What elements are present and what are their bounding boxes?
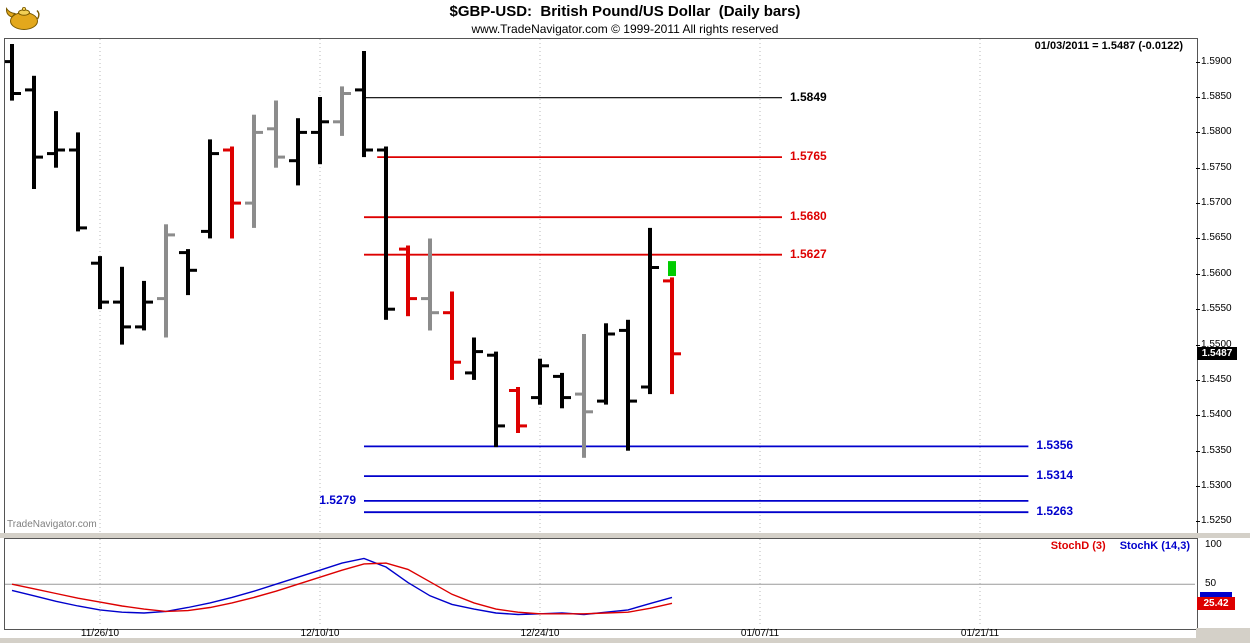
ohlc-bar[interactable] xyxy=(157,224,175,338)
stochk-legend-label: StochK (14,3) xyxy=(1119,540,1190,552)
date-axis-label: 01/21/11 xyxy=(960,628,1000,639)
price-axis-label: 1.5550 xyxy=(1201,303,1232,315)
last-price-axis-box: 1.5487 xyxy=(1197,346,1237,360)
price-axis-label: 1.5400 xyxy=(1201,409,1232,421)
tradenavigator-logo xyxy=(4,2,40,34)
stoch-axis-label: 50 xyxy=(1205,578,1217,590)
ohlc-bar[interactable] xyxy=(619,319,637,451)
price-axis-label: 1.5500 xyxy=(1201,338,1232,350)
ohlc-bar[interactable] xyxy=(641,227,659,395)
stochastic-canvas[interactable] xyxy=(5,539,1195,627)
stochk-line xyxy=(11,557,673,616)
price-axis-tick xyxy=(1196,203,1200,205)
price-axis-label: 1.5300 xyxy=(1201,480,1232,492)
price-axis-label: 1.5750 xyxy=(1201,161,1232,173)
ohlc-bar[interactable] xyxy=(333,86,351,136)
level-price-label[interactable]: 1.5263 xyxy=(1036,504,1074,519)
signal-marker xyxy=(668,261,676,276)
ohlc-bar[interactable] xyxy=(465,337,483,380)
ohlc-bar[interactable] xyxy=(377,146,395,320)
ohlc-bar[interactable] xyxy=(399,245,417,317)
ohlc-bar[interactable] xyxy=(267,100,285,168)
lamp-icon xyxy=(5,7,40,30)
ohlc-bar[interactable] xyxy=(553,372,571,409)
ohlc-bar[interactable] xyxy=(355,51,373,158)
level-price-label[interactable]: 1.5314 xyxy=(1036,468,1074,483)
price-axis-tick xyxy=(1196,415,1200,417)
ohlc-bar[interactable] xyxy=(421,238,439,331)
price-axis-tick xyxy=(1196,486,1200,488)
ohlc-bar[interactable] xyxy=(201,139,219,239)
price-axis-label: 1.5850 xyxy=(1201,91,1232,102)
last-quote-readout: 01/03/2011 = 1.5487 (-0.0122) xyxy=(1034,40,1183,52)
price-axis-tick xyxy=(1196,61,1200,63)
ohlc-bar[interactable] xyxy=(289,118,307,186)
stochd-line xyxy=(11,562,673,615)
price-axis-tick xyxy=(1196,97,1200,98)
price-axis-label: 1.5250 xyxy=(1201,515,1232,527)
watermark: TradeNavigator.com xyxy=(7,519,97,530)
level-price-label[interactable]: 1.5680 xyxy=(790,209,827,224)
price-axis-label: 1.5450 xyxy=(1201,373,1232,385)
price-axis-tick xyxy=(1196,344,1200,346)
level-price-label[interactable]: 1.5627 xyxy=(790,246,827,261)
price-chart-panel[interactable] xyxy=(4,38,1198,535)
ohlc-bar[interactable] xyxy=(487,351,505,448)
ohlc-bar[interactable] xyxy=(69,132,87,232)
price-axis-label: 1.5900 xyxy=(1201,55,1232,67)
ohlc-bar[interactable] xyxy=(311,97,329,165)
price-axis-tick xyxy=(1196,238,1200,240)
stochd-value-axis-box: 25.42 xyxy=(1197,596,1235,610)
date-axis-label: 11/26/10 xyxy=(80,628,120,639)
ohlc-bar[interactable] xyxy=(91,256,109,310)
date-axis-label: 12/24/10 xyxy=(520,628,560,639)
ohlc-bar[interactable] xyxy=(245,114,263,228)
stochk-value-box-partial xyxy=(1200,591,1232,601)
level-price-label[interactable]: 1.5356 xyxy=(1036,438,1074,453)
horizontal-scrollbar[interactable] xyxy=(0,638,1250,643)
ohlc-bar[interactable] xyxy=(443,291,461,380)
ohlc-bar[interactable] xyxy=(113,266,131,345)
stochd-legend-label: StochD (3) xyxy=(1050,540,1106,552)
date-axis-label: 01/07/11 xyxy=(740,628,780,639)
ohlc-bar[interactable] xyxy=(5,44,21,101)
date-axis-label: 12/10/10 xyxy=(300,628,340,639)
ohlc-bar[interactable] xyxy=(575,334,593,458)
ohlc-bar[interactable] xyxy=(597,323,615,405)
price-axis-label: 1.5700 xyxy=(1201,197,1232,209)
ohlc-bar[interactable] xyxy=(179,249,197,296)
ohlc-bar[interactable] xyxy=(223,146,241,239)
price-axis-tick xyxy=(1196,521,1200,523)
price-axis-tick xyxy=(1196,379,1200,381)
stochastic-legend: StochD (3) StochK (14,3) xyxy=(1030,540,1190,552)
ohlc-bar[interactable] xyxy=(509,387,527,433)
stoch-axis-label: 100 xyxy=(1205,539,1222,551)
price-axis-tick xyxy=(1196,309,1200,311)
level-price-label[interactable]: 1.5765 xyxy=(790,149,827,164)
price-axis-label: 1.5600 xyxy=(1201,267,1232,279)
ohlc-bar[interactable] xyxy=(25,75,43,189)
ohlc-bar[interactable] xyxy=(135,280,153,331)
level-price-label[interactable]: 1.5849 xyxy=(790,89,827,104)
ohlc-bar[interactable] xyxy=(531,358,549,405)
price-axis-label: 1.5650 xyxy=(1201,232,1232,244)
price-axis-tick xyxy=(1196,167,1200,169)
price-chart-canvas[interactable] xyxy=(5,39,1195,532)
panel-splitter[interactable] xyxy=(0,533,1250,538)
ohlc-bar[interactable] xyxy=(663,277,681,395)
price-axis-tick xyxy=(1196,450,1200,452)
level-price-label[interactable]: 1.5279 xyxy=(319,492,356,507)
price-axis-label: 1.5350 xyxy=(1201,444,1232,456)
price-axis-label: 1.5800 xyxy=(1201,126,1232,138)
price-axis-tick xyxy=(1196,273,1200,275)
ohlc-bar[interactable] xyxy=(47,111,65,168)
copyright-line: www.TradeNavigator.com © 1999-2011 All r… xyxy=(471,22,779,36)
chart-title: $GBP-USD: British Pound/US Dollar (Daily… xyxy=(449,3,801,20)
price-axis-tick xyxy=(1196,132,1200,134)
stochastic-panel[interactable] xyxy=(4,538,1198,630)
